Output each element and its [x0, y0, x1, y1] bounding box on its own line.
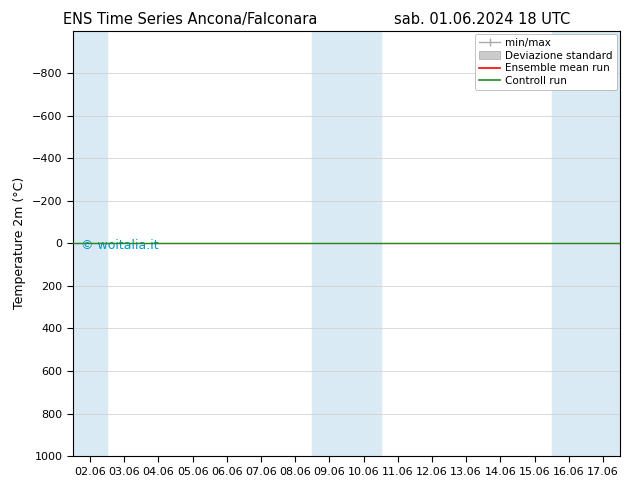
Bar	[552, 31, 620, 456]
Text: © woitalia.it: © woitalia.it	[81, 239, 158, 252]
Bar	[313, 31, 380, 456]
Text: sab. 01.06.2024 18 UTC: sab. 01.06.2024 18 UTC	[394, 12, 570, 27]
Text: ENS Time Series Ancona/Falconara: ENS Time Series Ancona/Falconara	[63, 12, 318, 27]
Legend: min/max, Deviazione standard, Ensemble mean run, Controll run: min/max, Deviazione standard, Ensemble m…	[475, 34, 617, 90]
Y-axis label: Temperature 2m (°C): Temperature 2m (°C)	[13, 177, 27, 310]
Bar	[73, 31, 107, 456]
